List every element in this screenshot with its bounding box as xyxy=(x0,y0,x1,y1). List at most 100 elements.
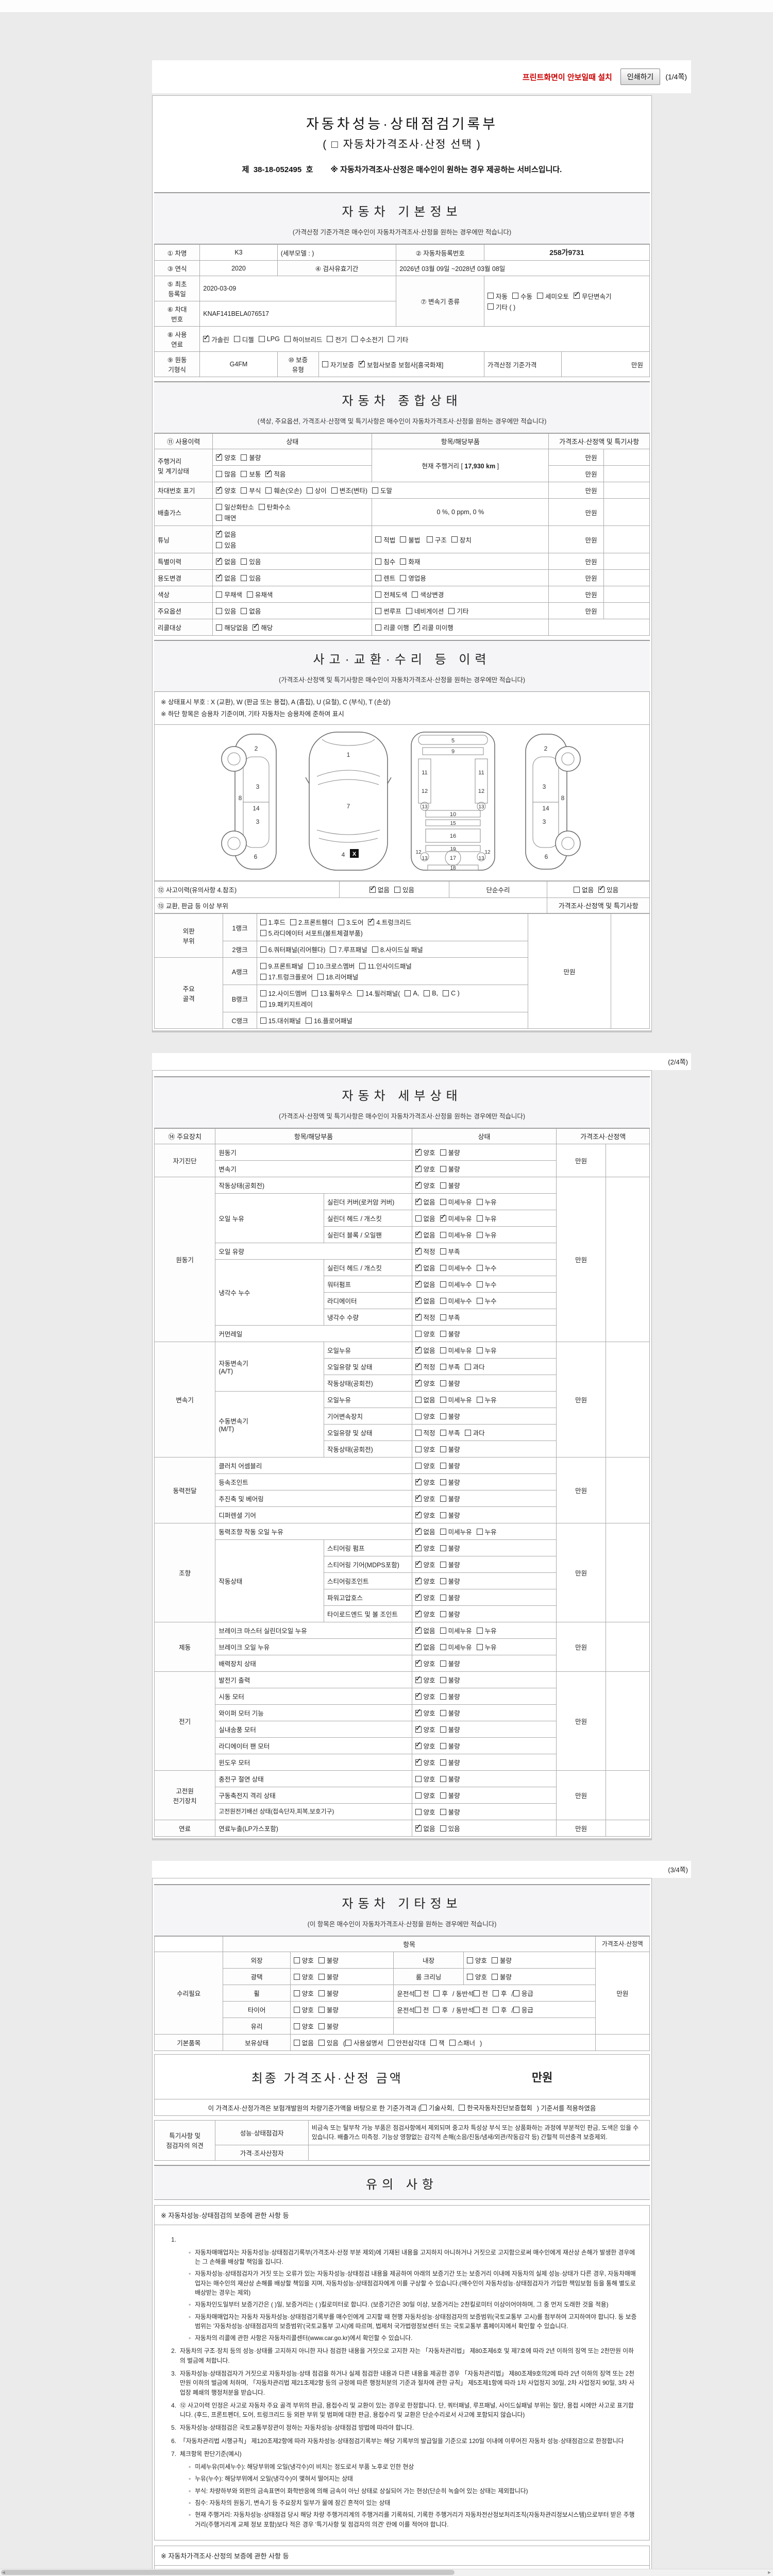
diagram-part-number: 11 xyxy=(422,770,427,776)
checkbox-icon xyxy=(372,487,379,494)
checkbox-label: 도말 xyxy=(380,487,393,495)
cell-text: 조향 xyxy=(179,1570,191,1577)
table-cell: ④ 검사유효기간 xyxy=(277,260,397,276)
caution-item: 4. ⑫ 사고이력 인정은 사고로 자동차 주요 골격 부위의 판금, 용접수리 … xyxy=(168,2401,639,2420)
table-cell: 원동기 xyxy=(215,1144,412,1161)
checkbox-unchecked: 기타 ( ) xyxy=(487,302,515,312)
checkbox-icon xyxy=(440,1660,446,1667)
checkbox-unchecked: 렌트 xyxy=(375,573,395,583)
checkbox-unchecked: 자기보증 xyxy=(322,360,354,369)
cell-text: 배출가스 xyxy=(158,509,182,517)
checkbox-icon xyxy=(415,1775,422,1782)
table-cell: 양호 불량 xyxy=(411,1671,557,1688)
cell-text: 차대번호 표기 xyxy=(158,487,195,495)
checkbox-icon xyxy=(258,503,265,510)
checkbox-unchecked: 부족 xyxy=(440,1312,460,1322)
checkbox-label: 기타 xyxy=(396,336,409,344)
table-cell: 없음 미세누수 누수 xyxy=(411,1276,557,1293)
cell-text: 내장 xyxy=(423,1957,435,1964)
checkbox-label: 많음 xyxy=(224,471,237,478)
diagram-part-number: 3 xyxy=(543,783,546,790)
checkbox-label: 7.루프패널 xyxy=(338,946,367,954)
checkbox-unchecked: 미세누수 xyxy=(440,1296,472,1306)
checkbox-icon xyxy=(216,528,223,537)
checkbox-icon xyxy=(241,470,247,477)
cell-text: 타이어 xyxy=(247,2007,266,2014)
table-cell: 없음 있음 (사용설명서 안전삼각대 잭 스패너) xyxy=(290,2034,596,2051)
table-cell: 자동변속기 (A/T) xyxy=(215,1342,325,1392)
checkbox-unchecked: 불량 xyxy=(440,1378,460,1388)
print-button[interactable]: 인쇄하기 xyxy=(620,69,661,85)
cell-text: 가격조사·산정액 및 특기사항 xyxy=(559,438,640,446)
checkbox-label: 불량 xyxy=(499,1957,512,1964)
diagram-part-number: 15 xyxy=(450,821,456,826)
checkbox-icon xyxy=(216,484,223,494)
bullet-icon: ◦ xyxy=(189,2463,191,2471)
checkbox-icon xyxy=(440,1165,446,1172)
checkbox-icon xyxy=(491,1957,498,1963)
checkbox-icon xyxy=(440,1594,446,1601)
checkbox-icon xyxy=(260,973,266,980)
caution-sub-item: ◦ 침수: 자동차의 원동기, 변속기 등 주요장치 일부가 물에 잠긴 흔적이 … xyxy=(189,2498,639,2507)
cell-text: ⑭ 주요장치 xyxy=(168,1133,201,1141)
checkbox-label: 수소전기 xyxy=(360,336,384,344)
checkbox-unchecked: 무채색 xyxy=(216,589,242,599)
checkbox-label: 양호 xyxy=(423,1743,435,1750)
checkbox-label: 누유 xyxy=(484,1199,497,1206)
table-cell: 발전기 출력 xyxy=(215,1671,412,1688)
checkbox-label: 렌트 xyxy=(383,575,396,582)
cell-text: 항목/해당부품 xyxy=(294,1133,333,1141)
scroll-left-icon[interactable]: ◄ xyxy=(1,2570,6,2575)
checkbox-unchecked: 6.쿼터패널(리어휀다) xyxy=(260,944,325,954)
checkbox-label: 13.휠하우스 xyxy=(320,990,352,997)
bullet-icon: ◦ xyxy=(189,2511,191,2519)
checkbox-unchecked: 썬루프 xyxy=(375,606,401,616)
cell-text: A랭크 xyxy=(231,968,248,976)
checkbox-icon xyxy=(476,1215,483,1222)
state-code-legend: ※ 상태표시 부호 : X (교환), W (판금 또는 용접), A (흠집)… xyxy=(154,692,650,725)
horizontal-scrollbar[interactable]: ◄ ► xyxy=(0,2569,773,2576)
cell-text: 번호 xyxy=(171,316,183,323)
checkbox-label: 양호 xyxy=(423,1726,435,1734)
cell-text: 커먼레일 xyxy=(219,1331,243,1338)
checkbox-label: 불량 xyxy=(448,1562,460,1569)
table-cell: 양호 불량 xyxy=(411,1325,557,1342)
table-cell: 타이로드엔드 및 볼 조인트 xyxy=(324,1605,412,1622)
checkbox-label: 누유 xyxy=(484,1529,497,1536)
checkbox-unchecked: 없음 xyxy=(415,1395,435,1404)
cell-text: 제동 xyxy=(179,1644,191,1651)
checkbox-unchecked: 없음 xyxy=(293,2038,314,2047)
table-cell: 보유상태 xyxy=(223,2034,291,2051)
cell-text: ⑤ 최초 xyxy=(167,281,187,288)
caution-item-number: 4. xyxy=(171,2401,176,2409)
cell-text: 이 가격조사·산정가격은 보험개발원의 차량기준가액을 바탕으로 한 기준가격과… xyxy=(208,2105,421,2112)
checkbox-icon xyxy=(487,303,494,310)
checkbox-icon xyxy=(216,503,223,510)
table-cell: 없음 미세누수 누수 xyxy=(411,1259,557,1276)
checkbox-unchecked: 해당없음 xyxy=(216,622,248,632)
table-cell: 만원 xyxy=(548,602,604,619)
checkbox-unchecked: 불법 xyxy=(400,535,420,545)
diagram-part-number: 14 xyxy=(542,805,549,812)
checkbox-unchecked: 부식 xyxy=(241,485,261,495)
checkbox-unchecked: 12.사이드멤버 xyxy=(260,988,307,998)
table-cell: ⑬ 교환, 판금 등 이상 부위 xyxy=(154,897,548,913)
checkbox-icon xyxy=(440,1330,446,1337)
table-cell: 차대번호 표기 xyxy=(154,482,213,499)
checkbox-unchecked: 불량 xyxy=(491,1972,512,1981)
caution-item-number: 1. xyxy=(171,2235,176,2243)
checkbox-icon xyxy=(476,1396,483,1403)
checkbox-icon xyxy=(265,487,272,494)
scrollbar-thumb[interactable] xyxy=(1,2570,455,2575)
checkbox-icon xyxy=(440,1446,446,1452)
table-cell: 만원 xyxy=(548,465,604,482)
table-cell xyxy=(603,602,650,619)
checkbox-unchecked: 없음 xyxy=(241,606,261,616)
checkbox-label: 하이브리드 xyxy=(292,336,323,344)
checkbox-icon xyxy=(415,1822,422,1832)
scroll-right-icon[interactable]: ► xyxy=(767,2570,772,2575)
checkbox-icon xyxy=(440,1297,446,1304)
cell-text: 등속조인트 xyxy=(219,1479,248,1486)
cell-text: G4FM xyxy=(229,361,248,368)
